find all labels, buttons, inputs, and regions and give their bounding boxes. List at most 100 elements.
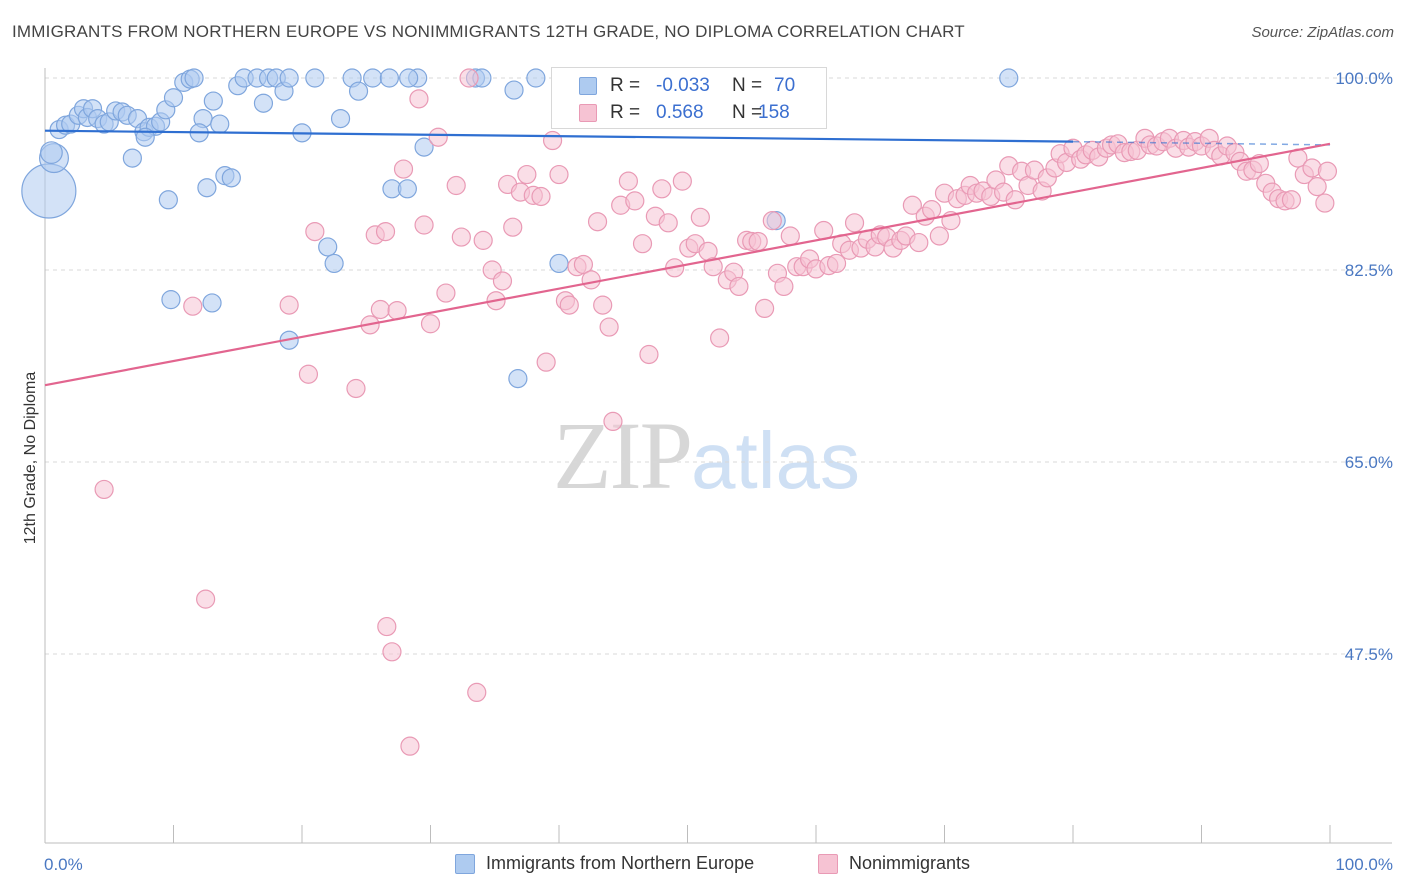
pink-point <box>639 344 659 365</box>
pink-point <box>279 295 299 315</box>
pink-point <box>754 298 775 318</box>
pink-point <box>703 257 723 277</box>
pink-point <box>377 616 397 637</box>
pink-point <box>393 159 414 179</box>
y-tick-label-2: 65.0% <box>1345 453 1393 472</box>
pink-point <box>375 222 396 242</box>
pink-point <box>658 213 678 233</box>
stats-box: R = -0.033 N = 70 R = 0.568 N = 158 <box>551 67 827 129</box>
pink-point <box>549 164 569 185</box>
blue-point <box>184 68 204 88</box>
blue-point <box>508 369 528 389</box>
y-tick-label-3: 47.5% <box>1345 645 1393 664</box>
pink-point <box>473 230 493 250</box>
pink-point <box>581 270 601 290</box>
series-pink-points <box>94 68 1338 756</box>
watermark-atlas: atlas <box>691 416 860 505</box>
y-axis-label: 12th Grade, No Diploma <box>22 372 39 545</box>
pink-point <box>517 164 537 185</box>
r-label-pink: R = <box>610 102 641 123</box>
pink-point <box>298 364 319 384</box>
pink-trend-line <box>44 142 1331 387</box>
source-attribution: Source: ZipAtlas.com <box>1251 24 1394 41</box>
pink-point <box>1302 158 1322 178</box>
pink-point <box>844 213 865 233</box>
pink-point <box>459 68 479 88</box>
watermark-zip: ZIP <box>553 402 693 509</box>
pink-point <box>542 130 563 151</box>
pink-point <box>409 89 429 109</box>
n-value-pink: 158 <box>758 102 790 123</box>
pink-point <box>400 736 420 756</box>
blue-point <box>161 290 181 310</box>
r-value-pink: 0.568 <box>656 102 704 123</box>
blue-point <box>305 68 325 88</box>
pink-point <box>599 317 619 337</box>
blue-point <box>549 253 569 274</box>
r-value-blue: -0.033 <box>656 75 710 96</box>
blue-point <box>414 137 434 157</box>
axes <box>44 68 1392 844</box>
pink-point <box>762 211 782 231</box>
y-tick-label-1: 82.5% <box>1345 261 1393 280</box>
pink-point <box>196 589 216 609</box>
pink-point <box>346 378 366 399</box>
n-label-blue: N = <box>732 75 763 96</box>
pink-point <box>467 682 487 703</box>
pink-point <box>536 352 556 372</box>
stats-row-pink: R = 0.568 N = 158 <box>552 100 826 126</box>
pink-point <box>909 232 929 253</box>
blue-swatch <box>579 77 597 95</box>
pink-point <box>625 191 645 211</box>
blue-point <box>399 68 419 88</box>
blue-point <box>379 68 399 88</box>
pink-point <box>774 276 794 297</box>
blue-point <box>526 68 546 88</box>
y-tick-label-0: 100.0% <box>1335 69 1393 88</box>
pink-point <box>618 171 638 191</box>
legend-pink-swatch <box>818 854 838 874</box>
pink-point <box>492 271 513 291</box>
pink-point <box>826 253 847 274</box>
blue-point <box>397 179 417 199</box>
pink-point <box>652 179 672 199</box>
blue-point <box>40 141 63 165</box>
blue-point <box>210 114 230 134</box>
legend-blue-swatch <box>455 854 475 874</box>
blue-point <box>221 168 241 188</box>
pink-point <box>587 212 608 232</box>
legend: Immigrants from Northern Europe Nonimmig… <box>0 852 1406 878</box>
pink-point <box>436 283 456 303</box>
pink-point <box>929 226 949 246</box>
series-blue-points <box>21 68 1019 389</box>
pink-point <box>382 642 402 662</box>
pink-point <box>593 295 613 315</box>
blue-point <box>163 88 184 108</box>
pink-point <box>780 226 800 246</box>
trend-lines <box>44 129 1331 387</box>
pink-point <box>451 227 471 247</box>
pink-point <box>1249 153 1269 174</box>
pink-point <box>305 222 325 242</box>
x-tick-label-max: 100.0% <box>1335 855 1393 874</box>
r-label-blue: R = <box>610 75 641 96</box>
legend-blue-label: Immigrants from Northern Europe <box>486 853 755 873</box>
blue-point <box>203 91 223 111</box>
stats-row-blue: R = -0.033 N = 70 <box>552 73 826 99</box>
pink-point <box>672 171 692 191</box>
pink-point <box>632 234 653 254</box>
blue-point <box>253 93 274 113</box>
chart-title: IMMIGRANTS FROM NORTHERN EUROPE VS NONIM… <box>12 22 965 41</box>
blue-point <box>348 81 369 101</box>
pink-point <box>748 231 768 252</box>
pink-point <box>531 186 551 207</box>
blue-trend-line <box>44 129 1074 143</box>
blue-point <box>202 293 222 313</box>
pink-point <box>559 295 579 315</box>
pink-point <box>370 299 390 320</box>
pink-point <box>94 479 114 500</box>
blue-point <box>330 108 351 129</box>
blue-point <box>999 68 1019 88</box>
pink-point <box>690 207 710 227</box>
